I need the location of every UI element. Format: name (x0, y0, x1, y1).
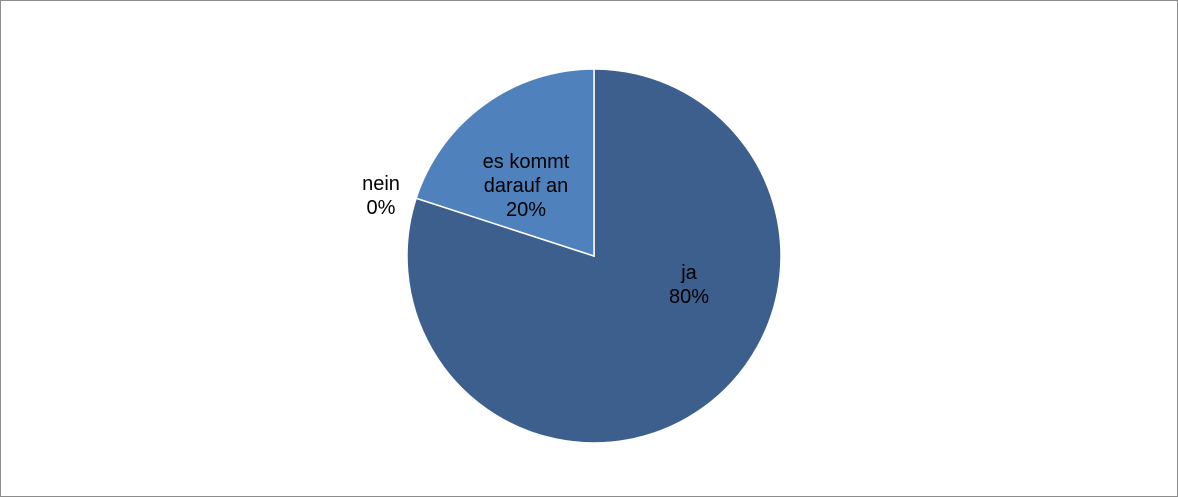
data-label: nein 0% (351, 172, 411, 220)
data-label: ja 80% (649, 261, 729, 309)
category-label: es kommt darauf an (482, 151, 570, 197)
data-label: es kommt darauf an 20% (461, 150, 591, 222)
value-label: 20% (505, 199, 547, 221)
pie-slice (415, 68, 595, 258)
value-label: 80% (668, 286, 710, 308)
category-label: ja (681, 262, 697, 284)
value-label: 0% (366, 197, 396, 219)
category-label: nein (362, 173, 400, 195)
